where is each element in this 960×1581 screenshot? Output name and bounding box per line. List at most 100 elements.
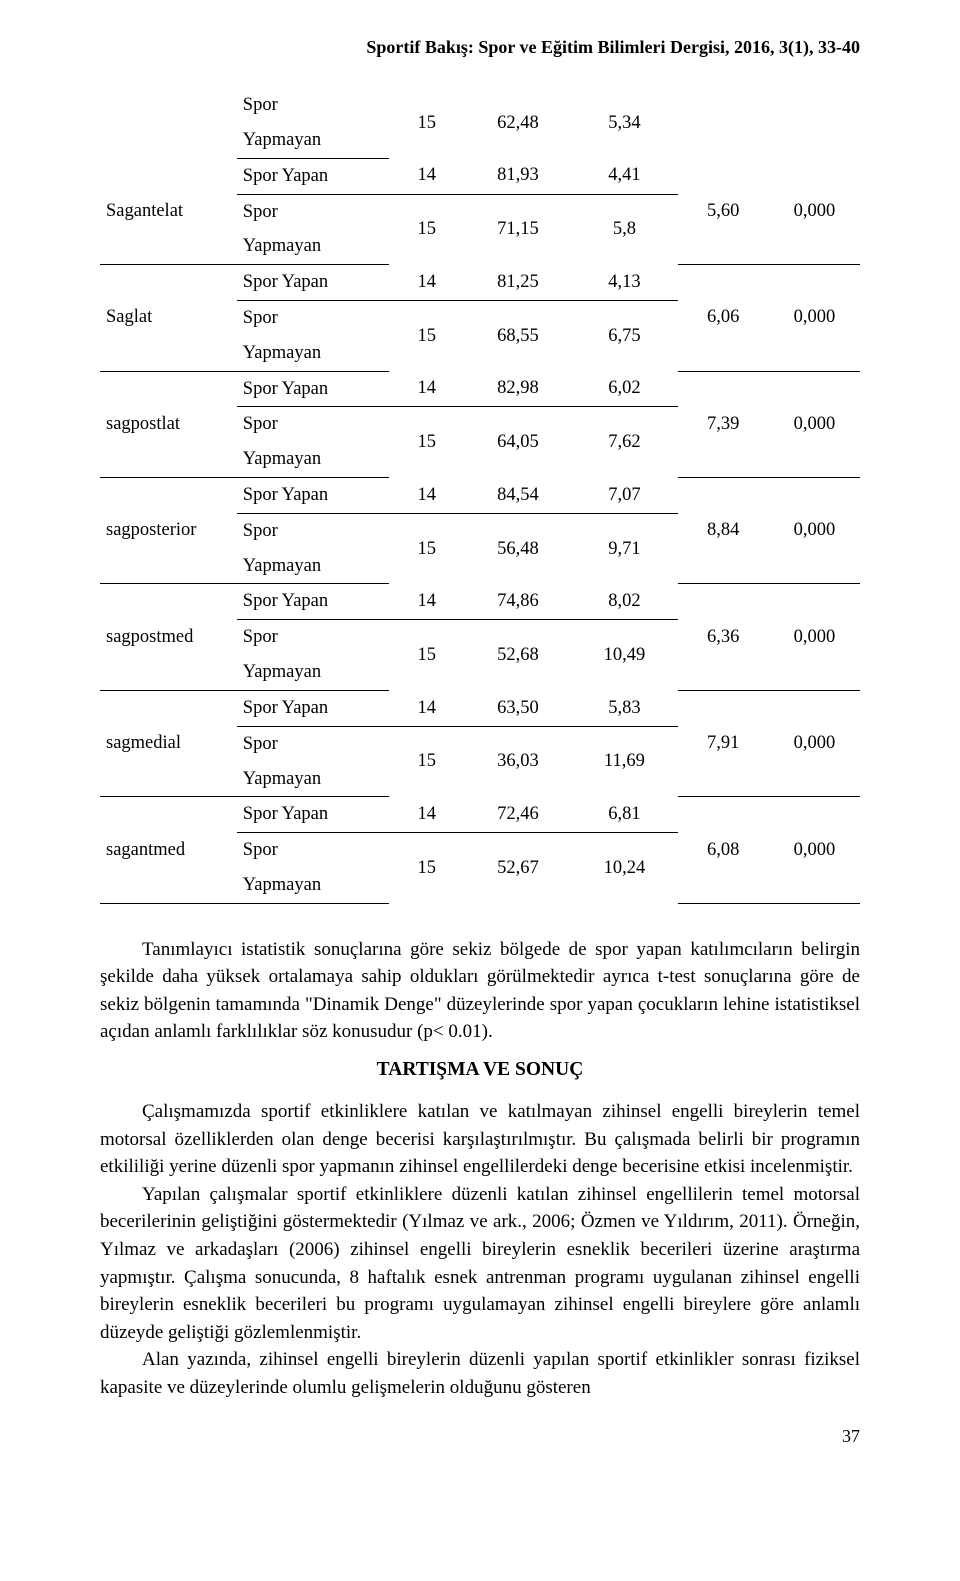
table-row: SaglatSpor Yapan1481,254,136,060,000 <box>100 265 860 301</box>
table-cell: 6,02 <box>571 371 677 407</box>
table-cell: 81,25 <box>465 265 571 301</box>
table-cell: Spor Yapan <box>237 797 389 833</box>
table-row: sagpostlatSpor Yapan1482,986,027,390,000 <box>100 371 860 407</box>
table-cell: Yapmayan <box>237 762 389 797</box>
table-cell: Spor <box>237 300 389 335</box>
table-cell: 14 <box>389 584 465 620</box>
table-cell: 84,54 <box>465 478 571 514</box>
table-cell: 52,67 <box>465 833 571 904</box>
table-cell: 5,83 <box>571 690 677 726</box>
table-cell: 71,15 <box>465 194 571 265</box>
table-cell: 0,000 <box>769 690 860 796</box>
table-cell: 0,000 <box>769 797 860 903</box>
journal-header: Sportif Bakış: Spor ve Eğitim Bilimleri … <box>100 34 860 60</box>
table-cell: sagposterior <box>100 478 237 584</box>
table-cell: 14 <box>389 265 465 301</box>
table-row: sagmedialSpor Yapan1463,505,837,910,000 <box>100 690 860 726</box>
table-cell: Spor <box>237 513 389 548</box>
table-row: Spor1562,485,34 <box>100 88 860 123</box>
table-cell: Saglat <box>100 265 237 371</box>
table-cell: sagpostlat <box>100 371 237 477</box>
table-cell: 10,24 <box>571 833 677 904</box>
table-row: sagposteriorSpor Yapan1484,547,078,840,0… <box>100 478 860 514</box>
table-cell: 5,60 <box>678 158 769 264</box>
table-cell: 15 <box>389 833 465 904</box>
table-cell: 15 <box>389 513 465 584</box>
table-cell: Yapmayan <box>237 442 389 477</box>
table-cell: 15 <box>389 88 465 158</box>
table-cell: Spor <box>237 726 389 761</box>
table-cell: 7,39 <box>678 371 769 477</box>
table-cell <box>769 88 860 158</box>
table-cell: 6,06 <box>678 265 769 371</box>
table-cell: 36,03 <box>465 726 571 797</box>
table-cell: Yapmayan <box>237 336 389 371</box>
table-cell: 6,08 <box>678 797 769 903</box>
table-cell: Spor <box>237 833 389 868</box>
table-cell: 10,49 <box>571 620 677 691</box>
table-cell: 0,000 <box>769 265 860 371</box>
table-cell: 5,8 <box>571 194 677 265</box>
table-cell: 14 <box>389 690 465 726</box>
table-cell: 0,000 <box>769 158 860 264</box>
table-cell: 4,41 <box>571 158 677 194</box>
table-cell: 6,36 <box>678 584 769 690</box>
table-cell: 7,91 <box>678 690 769 796</box>
table-cell: 14 <box>389 371 465 407</box>
table-cell: Spor Yapan <box>237 371 389 407</box>
table-cell: 63,50 <box>465 690 571 726</box>
table-cell: 8,02 <box>571 584 677 620</box>
table-cell <box>100 88 237 158</box>
paragraph-4: Alan yazında, zihinsel engelli bireyleri… <box>100 1346 860 1401</box>
table-cell: 15 <box>389 407 465 478</box>
table-row: sagpostmedSpor Yapan1474,868,026,360,000 <box>100 584 860 620</box>
table-cell: 72,46 <box>465 797 571 833</box>
table-cell: 68,55 <box>465 300 571 371</box>
table-cell: Spor <box>237 407 389 442</box>
table-cell: 74,86 <box>465 584 571 620</box>
table-cell: 62,48 <box>465 88 571 158</box>
table-cell: 56,48 <box>465 513 571 584</box>
table-row: SagantelatSpor Yapan1481,934,415,600,000 <box>100 158 860 194</box>
table-cell: sagpostmed <box>100 584 237 690</box>
table-cell: 6,75 <box>571 300 677 371</box>
table-cell: 7,07 <box>571 478 677 514</box>
table-cell <box>678 88 769 158</box>
table-cell: Spor <box>237 88 389 123</box>
table-cell: Yapmayan <box>237 123 389 158</box>
table-cell: 6,81 <box>571 797 677 833</box>
table-cell: 14 <box>389 158 465 194</box>
table-cell: 7,62 <box>571 407 677 478</box>
table-cell: 0,000 <box>769 371 860 477</box>
table-cell: 52,68 <box>465 620 571 691</box>
table-cell: Spor Yapan <box>237 478 389 514</box>
table-cell: 0,000 <box>769 584 860 690</box>
table-row: sagantmedSpor Yapan1472,466,816,080,000 <box>100 797 860 833</box>
paragraph-3: Yapılan çalışmalar sportif etkinliklere … <box>100 1181 860 1346</box>
table-cell: Yapmayan <box>237 868 389 903</box>
table-cell: 11,69 <box>571 726 677 797</box>
table-cell: Yapmayan <box>237 229 389 264</box>
table-cell: 9,71 <box>571 513 677 584</box>
table-cell: 81,93 <box>465 158 571 194</box>
paragraph-2: Çalışmamızda sportif etkinliklere katıla… <box>100 1098 860 1181</box>
results-table: Spor1562,485,34YapmayanSagantelatSpor Ya… <box>100 88 860 904</box>
table-cell: 15 <box>389 726 465 797</box>
table-cell: 0,000 <box>769 478 860 584</box>
table-cell: 14 <box>389 478 465 514</box>
table-cell: Spor Yapan <box>237 690 389 726</box>
table-cell: 82,98 <box>465 371 571 407</box>
table-cell: 15 <box>389 620 465 691</box>
table-cell: Spor Yapan <box>237 584 389 620</box>
paragraph-1: Tanımlayıcı istatistik sonuçlarına göre … <box>100 936 860 1046</box>
table-cell: Spor Yapan <box>237 158 389 194</box>
table-cell: 14 <box>389 797 465 833</box>
table-cell: Yapmayan <box>237 549 389 584</box>
table-cell: sagantmed <box>100 797 237 903</box>
section-title: TARTIŞMA VE SONUÇ <box>100 1056 860 1084</box>
table-cell: Spor <box>237 194 389 229</box>
table-cell: sagmedial <box>100 690 237 796</box>
table-cell: Yapmayan <box>237 655 389 690</box>
table-cell: 64,05 <box>465 407 571 478</box>
table-cell: 15 <box>389 300 465 371</box>
